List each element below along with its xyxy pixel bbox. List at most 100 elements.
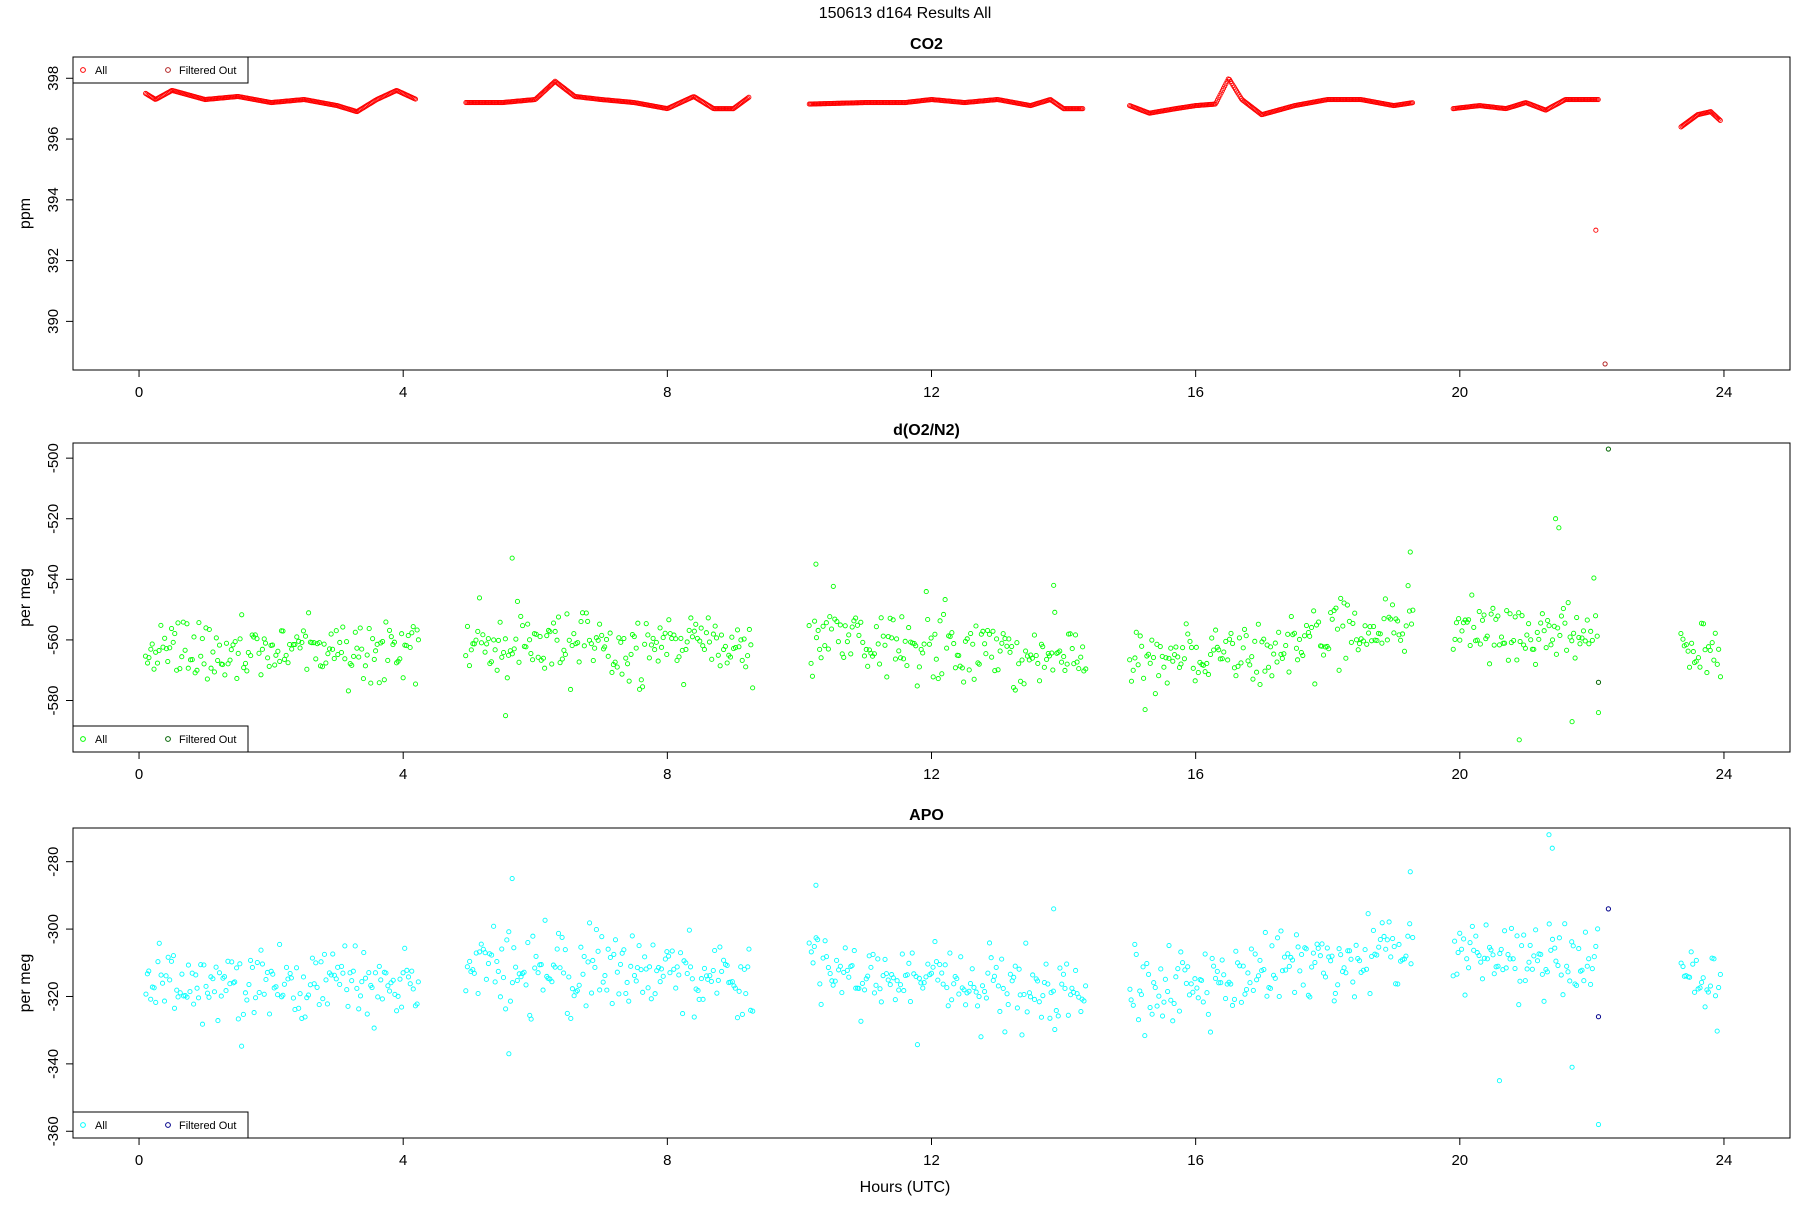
data-point	[1247, 662, 1253, 668]
data-point	[988, 955, 994, 961]
data-point	[658, 644, 665, 650]
data-point	[1707, 983, 1714, 989]
data-point	[1235, 663, 1241, 669]
data-point	[1556, 935, 1562, 941]
data-point	[1498, 946, 1504, 952]
data-point	[494, 667, 500, 673]
x-tick-label: 16	[1187, 384, 1204, 401]
data-point	[1527, 942, 1533, 948]
x-tick-label: 4	[399, 1152, 407, 1169]
data-point	[546, 627, 552, 634]
data-point	[645, 985, 651, 991]
data-point	[359, 646, 365, 652]
data-point	[1528, 637, 1534, 643]
data-point	[1471, 947, 1477, 953]
data-point	[896, 648, 902, 654]
data-point	[890, 975, 896, 981]
data-point	[327, 646, 333, 652]
data-point	[1250, 676, 1256, 682]
data-point	[514, 598, 521, 605]
data-point	[1307, 994, 1313, 1000]
data-point	[1219, 656, 1225, 662]
data-point	[337, 639, 343, 646]
data-point	[1045, 981, 1051, 987]
data-point	[1252, 638, 1258, 644]
data-point	[1469, 923, 1475, 929]
data-point	[518, 613, 524, 619]
data-point	[362, 975, 369, 981]
data-point	[1336, 667, 1342, 673]
data-point	[338, 963, 345, 970]
data-point	[288, 975, 294, 981]
data-point	[371, 1025, 377, 1031]
data-point	[328, 631, 334, 637]
data-point	[170, 639, 176, 645]
data-point	[628, 963, 634, 969]
data-point	[340, 624, 346, 630]
data-point	[1322, 974, 1329, 980]
data-point	[168, 625, 175, 632]
legend-box	[72, 1111, 249, 1139]
data-point	[1545, 618, 1551, 624]
data-point	[660, 635, 666, 641]
data-point	[1012, 963, 1018, 969]
data-point	[1709, 640, 1715, 646]
data-point	[925, 616, 931, 623]
data-point	[832, 978, 838, 984]
data-point	[871, 990, 878, 996]
data-point	[165, 659, 171, 665]
data-point	[629, 933, 635, 939]
data-point	[532, 965, 538, 971]
data-point	[206, 994, 212, 1000]
data-point	[818, 1001, 824, 1007]
data-point	[1289, 957, 1296, 963]
data-point	[1693, 957, 1699, 963]
x-tick-label: 16	[1187, 1152, 1204, 1169]
data-point	[1546, 832, 1552, 838]
data-point	[621, 947, 627, 953]
data-point	[590, 658, 596, 664]
data-point	[683, 960, 689, 966]
data-point	[1217, 656, 1223, 662]
data-point	[906, 960, 912, 966]
data-point	[215, 657, 221, 664]
data-point	[928, 970, 935, 976]
data-point	[228, 647, 234, 653]
data-point	[628, 651, 634, 657]
data-point	[1586, 641, 1592, 647]
data-point	[316, 640, 322, 646]
data-point	[328, 972, 334, 978]
data-point	[229, 959, 235, 965]
data-point	[923, 589, 929, 595]
data-point	[463, 653, 469, 659]
data-point	[191, 1001, 197, 1007]
data-point	[626, 678, 632, 684]
data-point	[1522, 645, 1528, 651]
data-point	[269, 642, 276, 648]
data-point	[710, 631, 716, 637]
data-point	[1182, 967, 1188, 973]
data-point	[299, 639, 305, 646]
data-point	[179, 654, 185, 660]
data-point	[1569, 939, 1575, 945]
data-point	[1531, 646, 1537, 652]
data-point	[206, 626, 212, 633]
data-point	[1362, 623, 1368, 629]
data-point	[741, 636, 747, 642]
data-point	[603, 636, 610, 643]
data-point	[275, 648, 281, 654]
data-point	[602, 644, 608, 650]
data-point	[544, 633, 550, 639]
data-point	[1228, 981, 1234, 987]
data-point	[521, 969, 527, 975]
data-point	[1548, 947, 1554, 953]
data-point	[1051, 906, 1057, 912]
data-point	[1360, 638, 1366, 644]
data-point	[1589, 966, 1595, 972]
data-point	[1241, 626, 1248, 632]
data-point	[523, 982, 529, 988]
data-point	[1714, 1028, 1720, 1034]
data-point	[1293, 932, 1299, 938]
data-point	[733, 645, 739, 651]
data-point	[956, 991, 962, 997]
